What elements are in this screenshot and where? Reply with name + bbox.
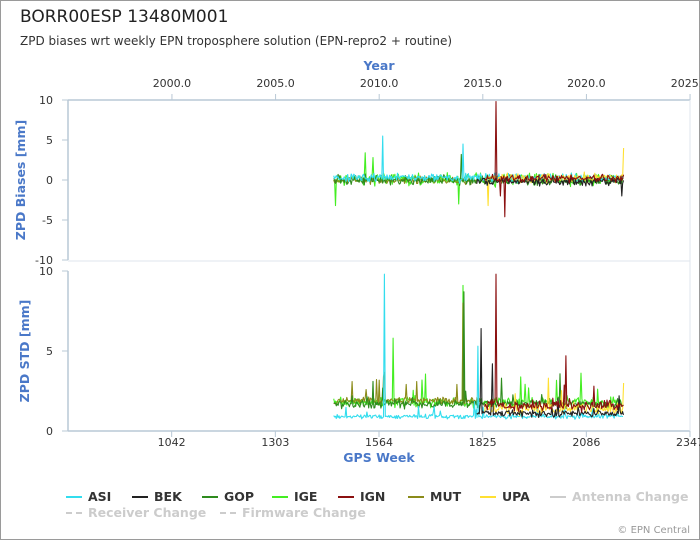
series-line-std-asi xyxy=(333,273,624,420)
y-tick-label-bias: 10 xyxy=(39,94,53,107)
top-tick-label: 2000.0 xyxy=(153,77,192,90)
legend-swatch xyxy=(132,495,148,498)
y-tick-label-std: 0 xyxy=(46,425,53,438)
legend-item-mut[interactable]: MUT xyxy=(408,489,461,504)
legend-label: UPA xyxy=(502,489,530,504)
y-tick-label-bias: -5 xyxy=(42,214,53,227)
legend-label: IGN xyxy=(360,489,386,504)
legend-swatch xyxy=(66,495,82,498)
x-tick-label: 2086 xyxy=(572,436,600,449)
top-axis-title: Year xyxy=(363,58,396,73)
legend-item-upa[interactable]: UPA xyxy=(480,489,530,504)
x-axis-title: GPS Week xyxy=(343,450,415,465)
legend-label: BEK xyxy=(154,489,182,504)
legend-item-ign[interactable]: IGN xyxy=(338,489,385,504)
legend-label: Antenna Change xyxy=(572,489,689,504)
x-tick-label: 1042 xyxy=(158,436,186,449)
legend-swatch xyxy=(338,495,354,498)
legend-item-bek[interactable]: BEK xyxy=(132,489,182,504)
y-axis-title-bias: ZPD Biases [mm] xyxy=(13,120,28,240)
legend-label: GOP xyxy=(224,489,255,504)
y-tick-label-bias: -10 xyxy=(35,254,53,267)
top-tick-label: 2010.0 xyxy=(360,77,399,90)
legend-label: ASI xyxy=(88,489,112,504)
legend-item-ige[interactable]: IGE xyxy=(272,489,317,504)
x-tick-label: 1825 xyxy=(469,436,497,449)
legend-swatch xyxy=(202,495,218,498)
chart-subtitle: ZPD biases wrt weekly EPN troposphere so… xyxy=(20,34,453,48)
chart-title: BORR00ESP 13480M001 xyxy=(20,7,229,27)
top-tick-label: 2020.0 xyxy=(567,77,606,90)
legend-label: IGE xyxy=(294,489,318,504)
legend-item-antenna-change[interactable]: Antenna Change xyxy=(550,489,688,504)
legend-item-gop[interactable]: GOP xyxy=(202,489,254,504)
series-line-bias-ign xyxy=(484,101,625,218)
series-line-std-mut xyxy=(333,302,482,406)
legend-item-asi[interactable]: ASI xyxy=(66,489,111,504)
y-tick-label-bias: 0 xyxy=(46,174,53,187)
legend-swatch xyxy=(66,511,82,514)
legend-item-firmware-change[interactable]: Firmware Change xyxy=(220,505,366,520)
top-tick-label: 2025.0 xyxy=(671,77,700,90)
series-line-std-upa xyxy=(484,377,625,417)
x-tick-label: 2347 xyxy=(676,436,700,449)
y-tick-label-std: 10 xyxy=(39,265,53,278)
legend-swatch xyxy=(480,495,496,498)
top-tick-label: 2015.0 xyxy=(464,77,503,90)
legend-item-receiver-change[interactable]: Receiver Change xyxy=(66,505,206,520)
x-tick-label: 1303 xyxy=(261,436,289,449)
series-layer xyxy=(333,101,625,420)
legend-swatch xyxy=(220,511,236,514)
y-tick-label-std: 5 xyxy=(46,345,53,358)
y-tick-label-bias: 5 xyxy=(46,134,53,147)
series-line-std-ign xyxy=(484,273,624,413)
series-line-std-bek xyxy=(476,328,625,419)
legend-label: MUT xyxy=(430,489,462,504)
y-axis-title-std: ZPD STD [mm] xyxy=(17,300,32,403)
legend-label: Firmware Change xyxy=(242,505,366,520)
legend-swatch xyxy=(272,495,288,498)
x-tick-label: 1564 xyxy=(365,436,393,449)
legend-label: Receiver Change xyxy=(88,505,207,520)
legend-swatch xyxy=(408,495,424,498)
top-tick-label: 2005.0 xyxy=(256,77,295,90)
legend-swatch xyxy=(550,495,566,498)
credits: © EPN Central xyxy=(617,525,690,536)
axes-layer: 2000.0 2005.0 2010.0 2015.0 2020.0 2025.0 1042… xyxy=(35,77,700,449)
